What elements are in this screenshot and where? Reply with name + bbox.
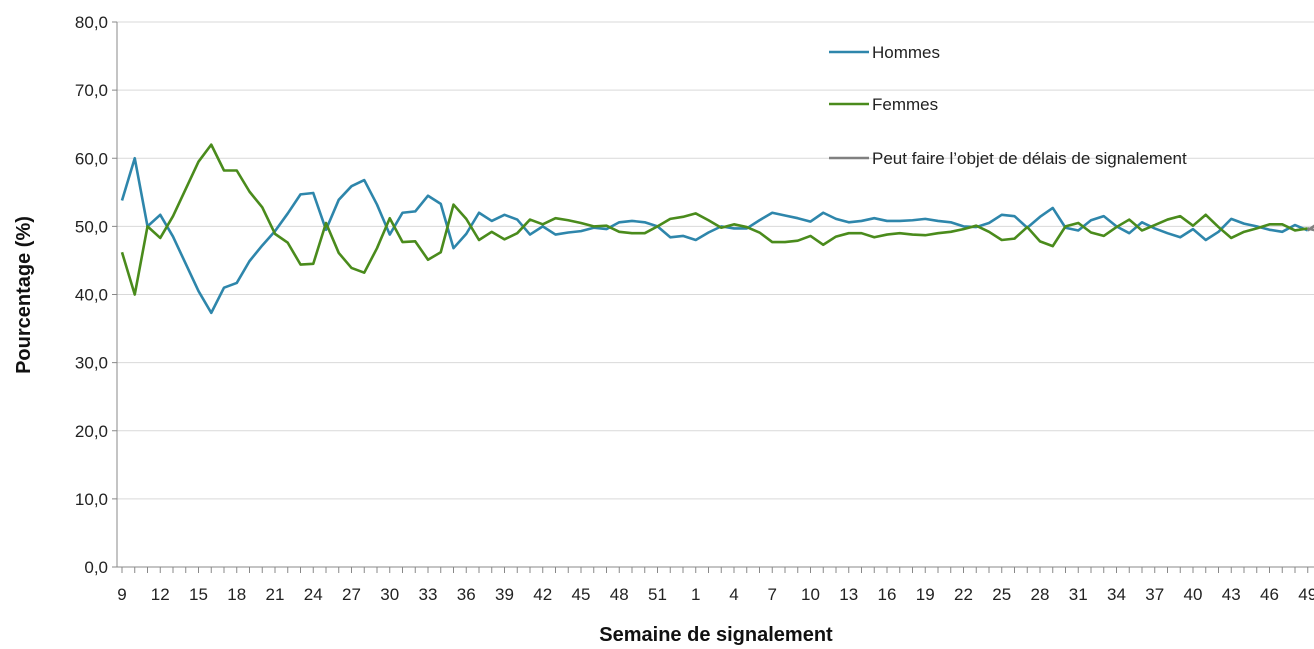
x-tick-label: 30 [380,585,399,604]
x-tick-label: 43 [1222,585,1241,604]
x-tick-label: 36 [457,585,476,604]
series-lines [120,143,1314,315]
x-tick-label: 37 [1145,585,1164,604]
y-tick-label: 20,0 [75,422,108,441]
x-tick-label: 25 [992,585,1011,604]
x-tick-label: 46 [1260,585,1279,604]
x-tick-label: 49 [1298,585,1314,604]
x-tick-label: 39 [495,585,514,604]
legend-label: Peut faire l’objet de délais de signalem… [872,149,1187,168]
x-tick-label: 21 [266,585,285,604]
x-tick-label: 7 [768,585,777,604]
y-axis-title: Pourcentage (%) [13,216,35,374]
x-tick-label: 34 [1107,585,1126,604]
series-line-femmes [120,143,1308,296]
x-tick-label: 22 [954,585,973,604]
x-tick-label: 18 [227,585,246,604]
x-tick-label: 51 [648,585,667,604]
x-tick-labels: 9 12 15 18 21 24 27 30 33 36 39 42 45 48 51 1 4 7 10 13 16 19… [117,585,1314,604]
x-tick-label: 13 [839,585,858,604]
delay-segment [1307,227,1314,232]
x-tick-label: 27 [342,585,361,604]
y-tick-label: 70,0 [75,81,108,100]
y-tick-label: 10,0 [75,490,108,509]
series-line-hommes [120,156,1309,315]
x-tick-label: 28 [1031,585,1050,604]
x-tick-label: 48 [610,585,629,604]
x-tick-label: 9 [117,585,126,604]
y-tick-label: 0,0 [84,558,108,577]
legend-label: Hommes [872,43,940,62]
x-tick-label: 10 [801,585,820,604]
x-tick-label: 4 [729,585,738,604]
y-tick-label: 30,0 [75,354,108,373]
x-tick-label: 45 [572,585,591,604]
legend: Hommes Femmes Peut faire l’objet de délais… [829,43,1187,168]
x-tick-label: 19 [916,585,935,604]
x-tick-label: 40 [1184,585,1203,604]
x-tick-marks [121,567,1309,573]
x-tick-label: 42 [533,585,552,604]
x-tick-label: 12 [151,585,170,604]
x-tick-label: 16 [878,585,897,604]
x-tick-label: 24 [304,585,323,604]
y-tick-label: 40,0 [75,286,108,305]
y-tick-labels: 0,0 10,0 20,0 30,0 40,0 50,0 60,0 70,0 80,0 [75,13,117,577]
x-tick-label: 15 [189,585,208,604]
x-tick-label: 1 [691,585,700,604]
y-tick-label: 60,0 [75,149,108,168]
gridlines [117,21,1314,500]
y-tick-label: 50,0 [75,217,108,236]
x-tick-label: 31 [1069,585,1088,604]
x-tick-label: 33 [419,585,438,604]
x-axis-title: Semaine de signalement [599,624,833,646]
legend-label: Femmes [872,95,938,114]
y-tick-label: 80,0 [75,13,108,32]
